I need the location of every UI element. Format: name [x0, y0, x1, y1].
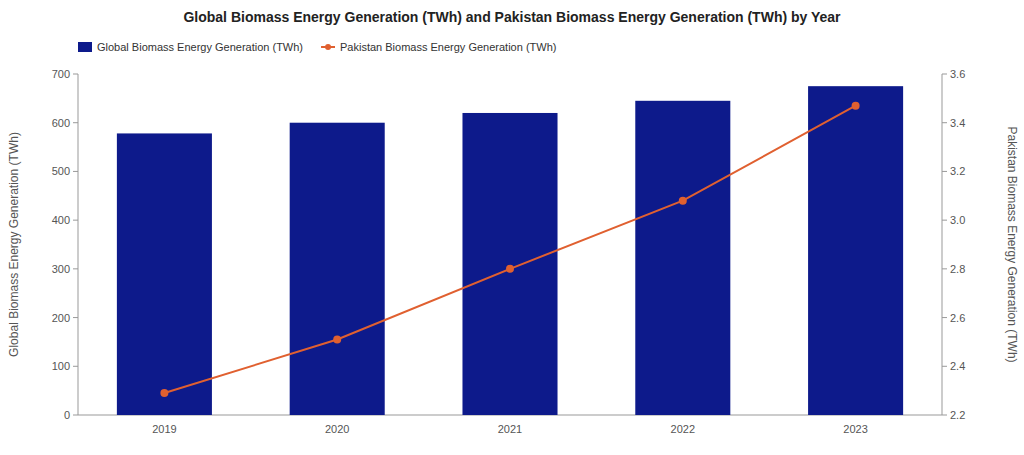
bar: [290, 123, 385, 415]
x-tick-label: 2022: [671, 423, 695, 435]
legend-label: Pakistan Biomass Energy Generation (TWh): [340, 41, 556, 53]
line-marker: [506, 265, 514, 273]
y2-axis-line: [942, 74, 943, 415]
y-axis-label: Global Biomass Energy Generation (TWh): [7, 132, 21, 357]
y2-tick-label: 3.4: [950, 117, 965, 129]
title: Global Biomass Energy Generation (TWh) a…: [183, 9, 841, 25]
y-axis-line: [78, 74, 79, 415]
legend: Global Biomass Energy Generation (TWh) Pa…: [78, 41, 556, 53]
line-marker: [160, 389, 168, 397]
y2-tick-label: 2.8: [950, 263, 965, 275]
y-tick: [73, 74, 78, 75]
line-marker: [852, 102, 860, 110]
y-tick-label: 500: [52, 165, 70, 177]
legend-swatch: [78, 42, 92, 52]
x-tick-label: 2020: [325, 423, 349, 435]
y-tick: [73, 366, 78, 367]
y-tick-label: 200: [52, 312, 70, 324]
line-marker: [679, 197, 687, 205]
bar: [635, 101, 730, 415]
y2-tick: [942, 317, 947, 318]
legend-marker: [325, 44, 331, 50]
y2-tick-label: 2.4: [950, 360, 965, 372]
x-tick-label: 2023: [843, 423, 867, 435]
y-tick-label: 100: [52, 360, 70, 372]
x-tick-label: 2021: [498, 423, 522, 435]
y-tick: [73, 122, 78, 123]
marks: [117, 86, 903, 415]
y-tick: [73, 268, 78, 269]
bar: [808, 86, 903, 415]
y-tick-label: 600: [52, 117, 70, 129]
y2-tick: [942, 171, 947, 172]
bar: [462, 113, 557, 415]
y2-tick: [942, 415, 947, 416]
y-tick: [73, 171, 78, 172]
y2-tick: [942, 220, 947, 221]
y2-tick: [942, 122, 947, 123]
y2-tick-label: 3.2: [950, 165, 965, 177]
y2-tick-label: 2.6: [950, 312, 965, 324]
y2-axis-label: Pakistan Biomass Energy Generation (TWh): [1005, 126, 1019, 362]
y2-tick: [942, 366, 947, 367]
y2-tick: [942, 268, 947, 269]
y2-tick: [942, 74, 947, 75]
y-tick: [73, 317, 78, 318]
y-tick-label: 400: [52, 214, 70, 226]
y-tick-label: 700: [52, 68, 70, 80]
y2-tick-label: 2.2: [950, 409, 965, 421]
y-tick-label: 0: [64, 409, 70, 421]
line-marker: [333, 335, 341, 343]
chart: Global Biomass Energy Generation (TWh) a…: [0, 0, 1024, 455]
legend-label: Global Biomass Energy Generation (TWh): [97, 41, 303, 53]
y2-tick-label: 3.6: [950, 68, 965, 80]
bar: [117, 133, 212, 415]
y-tick: [73, 220, 78, 221]
y2-tick-label: 3.0: [950, 214, 965, 226]
y-tick-label: 300: [52, 263, 70, 275]
y-tick: [73, 415, 78, 416]
x-tick-label: 2019: [152, 423, 176, 435]
line: [164, 106, 855, 393]
